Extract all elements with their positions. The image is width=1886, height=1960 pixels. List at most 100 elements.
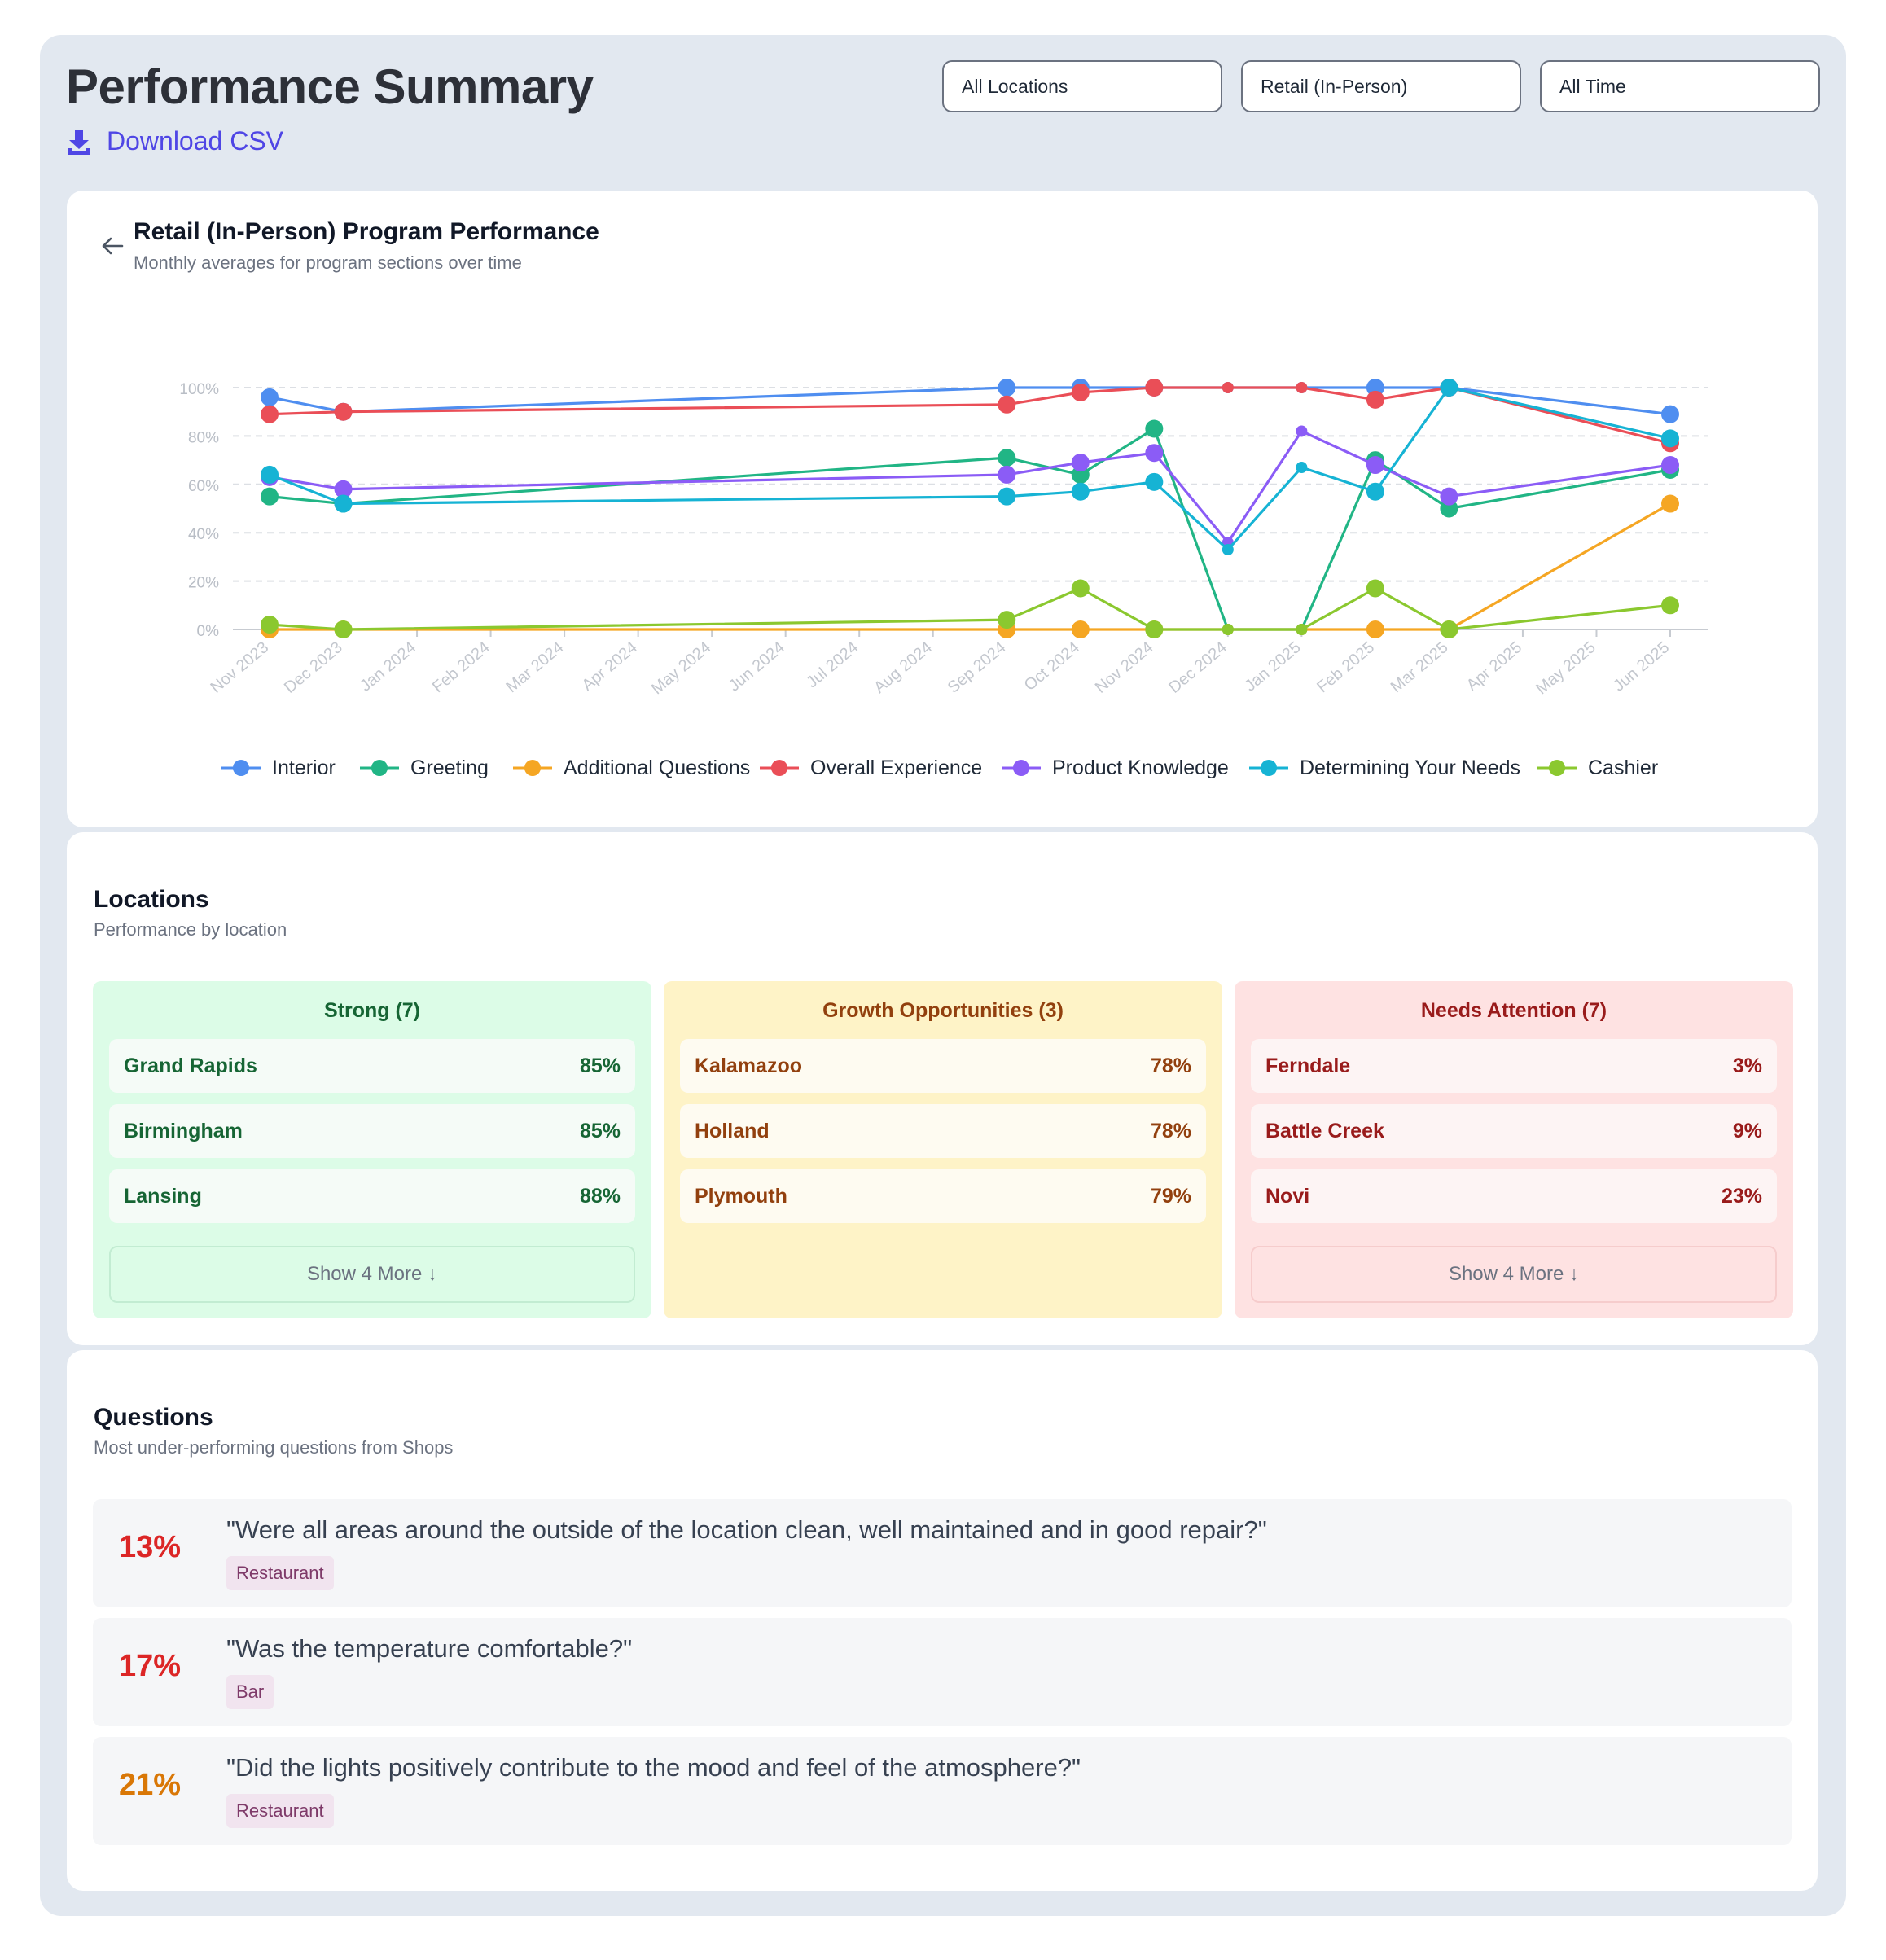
x-tick-label: May 2025 (1533, 638, 1599, 698)
location-row[interactable]: Kalamazoo 78% (680, 1039, 1206, 1093)
data-point (1366, 579, 1384, 598)
data-point (334, 494, 353, 513)
data-point (1145, 444, 1164, 463)
attention-locations-column: Needs Attention (7) Ferndale 3% Battle C… (1235, 981, 1793, 1318)
location-filter[interactable]: All Locations (942, 60, 1222, 112)
growth-locations-column: Growth Opportunities (3) Kalamazoo 78% H… (664, 981, 1222, 1318)
question-score: 21% (119, 1768, 182, 1802)
question-tag: Restaurant (226, 1556, 334, 1590)
location-score: 85% (579, 1054, 621, 1077)
data-point (1440, 379, 1458, 397)
questions-title: Questions (94, 1404, 213, 1431)
growth-heading: Growth Opportunities (3) (822, 999, 1064, 1022)
y-tick-label: 40% (188, 526, 219, 543)
location-row[interactable]: Battle Creek 9% (1251, 1104, 1777, 1158)
data-point (998, 465, 1016, 484)
data-point (1145, 620, 1164, 638)
data-point (1296, 462, 1308, 474)
legend-item[interactable]: Product Knowledge (1000, 748, 1229, 788)
data-point (1366, 456, 1384, 475)
data-point (1071, 482, 1090, 501)
location-name: Novi (1265, 1184, 1310, 1208)
location-score: 3% (1732, 1054, 1762, 1077)
data-point (1661, 429, 1679, 448)
y-tick-label: 80% (188, 429, 219, 446)
legend-swatch-icon (760, 760, 799, 776)
data-point (261, 465, 279, 484)
legend-item[interactable]: Additional Questions (511, 748, 750, 788)
series-line (269, 386, 1671, 551)
legend-item[interactable]: Determining Your Needs (1248, 748, 1520, 788)
legend-label: Interior (272, 756, 336, 779)
x-tick-label: Jan 2025 (1241, 638, 1304, 695)
location-row[interactable]: Grand Rapids 85% (109, 1039, 635, 1093)
data-point (334, 480, 353, 498)
legend-item[interactable]: Overall Experience (758, 748, 982, 788)
x-tick-label: Apr 2025 (1463, 638, 1525, 695)
chart-legend: Interior Greeting Additional Questions Over… (0, 748, 1886, 788)
location-name: Holland (695, 1119, 770, 1142)
questions-subtitle: Most under-performing questions from Sho… (94, 1437, 454, 1458)
series-line (269, 429, 1671, 544)
data-point (1222, 382, 1234, 393)
data-point (998, 487, 1016, 506)
x-tick-label: Mar 2025 (1388, 638, 1452, 696)
program-performance-card: Retail (In-Person) Program Performance M… (67, 191, 1818, 827)
download-csv-link[interactable]: Download CSV (66, 126, 283, 156)
location-name: Kalamazoo (695, 1054, 802, 1077)
legend-label: Cashier (1588, 756, 1659, 779)
question-tag: Restaurant (226, 1794, 334, 1828)
data-point (998, 611, 1016, 629)
x-tick-label: Jul 2024 (803, 638, 862, 691)
show-more-attention-button[interactable]: Show 4 More ↓ (1251, 1246, 1777, 1303)
time-filter[interactable]: All Time (1540, 60, 1820, 112)
legend-label: Additional Questions (564, 756, 751, 779)
legend-swatch-icon (1002, 760, 1041, 776)
x-tick-label: Feb 2024 (429, 638, 493, 696)
x-tick-label: Dec 2024 (1165, 638, 1230, 697)
data-point (1440, 620, 1458, 638)
data-point (261, 616, 279, 634)
attention-heading: Needs Attention (7) (1420, 999, 1607, 1022)
strong-heading: Strong (7) (323, 999, 421, 1022)
series-line (269, 427, 1671, 631)
legend-label: Overall Experience (810, 756, 983, 779)
location-score: 78% (1150, 1054, 1191, 1077)
question-row[interactable]: 13% "Were all areas around the outside o… (93, 1499, 1792, 1607)
legend-swatch-icon (1249, 760, 1288, 776)
location-row[interactable]: Lansing 88% (109, 1169, 635, 1223)
data-point (1145, 472, 1164, 491)
location-name: Lansing (124, 1184, 202, 1208)
y-tick-label: 60% (188, 478, 219, 495)
download-csv-label: Download CSV (107, 126, 283, 156)
question-row[interactable]: 21% "Did the lights positively contribut… (93, 1737, 1792, 1845)
question-row[interactable]: 17% "Was the temperature comfortable?" B… (93, 1618, 1792, 1726)
program-filter[interactable]: Retail (In-Person) (1241, 60, 1521, 112)
x-tick-label: Jun 2025 (1610, 638, 1673, 695)
location-score: 79% (1150, 1184, 1191, 1208)
data-point (1296, 382, 1308, 393)
legend-item[interactable]: Greeting (358, 748, 489, 788)
series-line (269, 386, 1671, 445)
series-line (269, 586, 1671, 631)
data-point (1661, 494, 1679, 513)
arrow-left-icon[interactable] (99, 233, 125, 259)
location-name: Birmingham (124, 1119, 243, 1142)
data-point (1440, 487, 1458, 506)
legend-item[interactable]: Cashier (1536, 748, 1658, 788)
legend-item[interactable]: Interior (220, 748, 336, 788)
location-row[interactable]: Novi 23% (1251, 1169, 1777, 1223)
data-point (1145, 419, 1164, 438)
location-row[interactable]: Ferndale 3% (1251, 1039, 1777, 1093)
data-point (1296, 624, 1308, 635)
location-row[interactable]: Plymouth 79% (680, 1169, 1206, 1223)
location-name: Plymouth (695, 1184, 787, 1208)
question-text: "Were all areas around the outside of th… (226, 1515, 1267, 1544)
location-row[interactable]: Birmingham 85% (109, 1104, 635, 1158)
show-more-strong-button[interactable]: Show 4 More ↓ (109, 1246, 635, 1303)
legend-swatch-icon (360, 760, 399, 776)
y-tick-label: 20% (188, 575, 219, 592)
location-row[interactable]: Holland 78% (680, 1104, 1206, 1158)
x-tick-label: Nov 2024 (1092, 638, 1157, 697)
location-score: 78% (1150, 1119, 1191, 1142)
